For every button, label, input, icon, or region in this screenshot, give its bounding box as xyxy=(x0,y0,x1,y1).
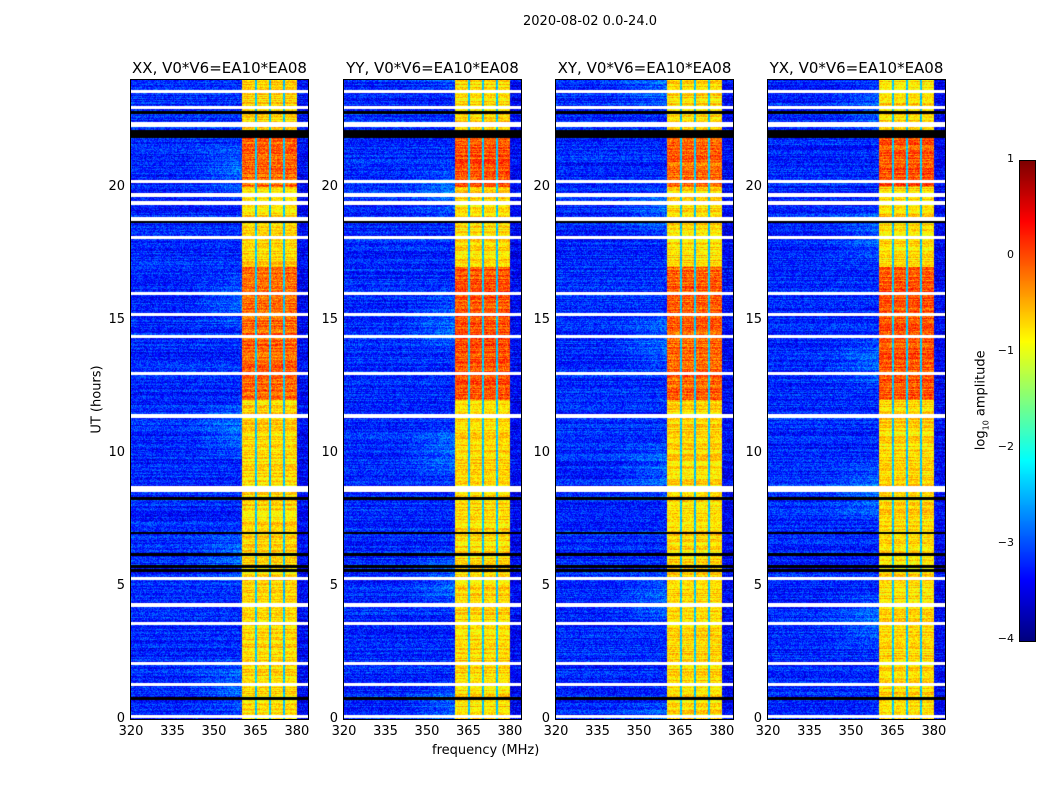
x-tick-label: 335 xyxy=(797,724,822,739)
colorbar-tick-label: −1 xyxy=(997,344,1014,357)
figure-title: 2020-08-02 0.0-24.0 xyxy=(523,14,657,29)
spectrogram-2 xyxy=(555,79,734,720)
y-tick-label: 5 xyxy=(116,577,125,593)
colorbar xyxy=(1019,160,1036,642)
y-tick-label: 5 xyxy=(541,577,550,593)
panel-title: YX, V0*V6=EA10*EA08 xyxy=(769,59,944,77)
x-tick-label: 380 xyxy=(497,724,523,739)
y-tick-label: 15 xyxy=(533,311,550,327)
y-tick-label: 5 xyxy=(329,577,338,593)
y-axis-label: UT (hours) xyxy=(89,365,105,434)
y-tick-label: 0 xyxy=(753,711,762,726)
y-tick-label: 15 xyxy=(745,311,762,327)
colorbar-tick-label: −2 xyxy=(997,440,1014,453)
y-tick-label: 10 xyxy=(321,444,338,460)
spectrogram-1 xyxy=(343,79,522,720)
spectrogram-0 xyxy=(130,79,309,720)
x-tick-label: 320 xyxy=(331,724,357,739)
x-tick-label: 350 xyxy=(626,724,652,739)
x-tick-label: 350 xyxy=(838,724,864,739)
y-tick-label: 0 xyxy=(329,711,338,726)
x-tick-label: 350 xyxy=(201,724,227,739)
x-axis-label: frequency (MHz) xyxy=(432,743,540,758)
x-tick-label: 335 xyxy=(373,724,398,739)
panel-title: YY, V0*V6=EA10*EA08 xyxy=(346,59,519,77)
panel-title: XX, V0*V6=EA10*EA08 xyxy=(132,59,307,77)
x-tick-label: 380 xyxy=(921,724,947,739)
colorbar-tick-label: −3 xyxy=(997,536,1014,549)
y-tick-label: 10 xyxy=(745,444,762,460)
y-tick-label: 0 xyxy=(541,711,550,726)
y-tick-label: 20 xyxy=(533,178,550,194)
y-tick-label: 10 xyxy=(108,444,125,460)
x-tick-label: 365 xyxy=(668,724,693,739)
panel-title: XY, V0*V6=EA10*EA08 xyxy=(557,59,732,77)
colorbar-tick-label: −4 xyxy=(997,632,1014,645)
x-tick-label: 335 xyxy=(160,724,185,739)
x-tick-label: 320 xyxy=(118,724,144,739)
y-tick-label: 5 xyxy=(753,577,762,593)
y-tick-label: 20 xyxy=(108,178,125,194)
y-tick-label: 15 xyxy=(108,311,125,327)
y-tick-label: 10 xyxy=(533,444,550,460)
x-tick-label: 380 xyxy=(284,724,310,739)
y-tick-label: 0 xyxy=(116,711,125,726)
x-tick-label: 320 xyxy=(543,724,569,739)
x-tick-label: 350 xyxy=(414,724,440,739)
colorbar-label: log10 amplitude xyxy=(973,350,991,451)
x-tick-label: 365 xyxy=(456,724,481,739)
x-tick-label: 365 xyxy=(243,724,268,739)
x-tick-label: 365 xyxy=(880,724,905,739)
y-tick-label: 20 xyxy=(745,178,762,194)
colorbar-tick-label: 1 xyxy=(1007,152,1014,165)
colorbar-tick-label: 0 xyxy=(1007,248,1014,261)
y-tick-label: 20 xyxy=(321,178,338,194)
y-tick-label: 15 xyxy=(321,311,338,327)
spectrogram-3 xyxy=(767,79,946,720)
x-tick-label: 335 xyxy=(585,724,610,739)
x-tick-label: 320 xyxy=(755,724,781,739)
x-tick-label: 380 xyxy=(709,724,735,739)
